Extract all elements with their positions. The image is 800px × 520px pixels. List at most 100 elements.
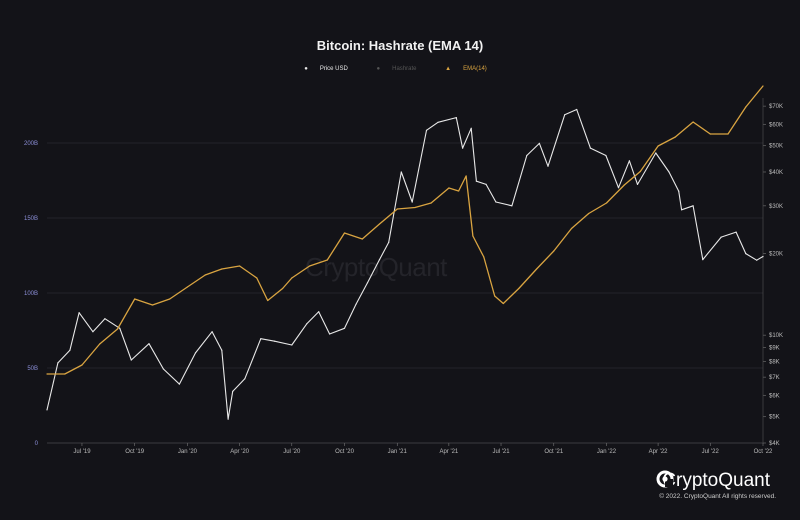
right-tick-label: $40K (769, 170, 783, 176)
price-point (244, 378, 246, 380)
x-tick-label: Jan '21 (388, 449, 408, 455)
price-marker-icon: ● (304, 66, 308, 72)
x-tick-label: Oct '20 (335, 449, 354, 455)
right-tick-label: $10K (769, 333, 783, 339)
price-point (425, 129, 428, 131)
right-tick-label: $20K (769, 252, 783, 258)
ema-point (204, 274, 206, 276)
ema-point (256, 277, 258, 279)
ema-point (378, 223, 381, 225)
ema-point (116, 328, 119, 330)
price-point (756, 259, 758, 261)
price-point (119, 327, 121, 329)
ema-point (396, 208, 398, 210)
ema-point (605, 202, 608, 204)
ema-marker-icon: ▲ (445, 66, 452, 72)
ema-point (623, 184, 625, 186)
price-point (178, 383, 180, 385)
price-point (605, 154, 607, 157)
price-point (617, 187, 620, 189)
x-tick-label: Oct '19 (125, 449, 144, 455)
x-tick-label: Apr '22 (649, 449, 668, 455)
ema-point (151, 304, 154, 306)
ema-point (692, 121, 694, 123)
price-point (475, 180, 477, 182)
ema-point (267, 299, 269, 302)
ema-point (727, 133, 729, 135)
price-point (291, 344, 293, 346)
price-point (655, 152, 657, 154)
price-point (455, 117, 457, 119)
price-point (388, 241, 390, 243)
legend-item-price[interactable]: ● Price USD (304, 66, 357, 72)
price-point (92, 331, 94, 333)
ema-point (169, 298, 171, 300)
price-point (538, 142, 541, 144)
price-point (495, 201, 497, 203)
left-tick-label: 100B (24, 291, 38, 297)
ema-point (99, 343, 101, 345)
ema-point (326, 259, 328, 261)
left-tick-label: 200B (24, 141, 38, 147)
ema-line (47, 85, 764, 375)
ema-point (588, 212, 590, 215)
price-point (104, 318, 106, 320)
price-point (735, 231, 737, 233)
price-point (678, 190, 680, 192)
price-point (162, 368, 164, 370)
legend-item-hashrate[interactable]: ● Hashrate (377, 66, 426, 72)
x-tick-label: Jan '22 (597, 449, 617, 455)
ema-point (709, 133, 711, 135)
ema-point (46, 373, 48, 375)
ema-point (64, 373, 66, 375)
x-tick-label: Apr '21 (439, 449, 458, 455)
price-point (636, 183, 639, 185)
price-point (78, 312, 80, 314)
price-point (194, 352, 197, 354)
price-point (702, 259, 704, 261)
price-line (46, 108, 764, 420)
price-point (329, 333, 331, 335)
right-tick-label: $70K (769, 104, 783, 110)
price-point (355, 303, 357, 305)
price-point (511, 205, 513, 207)
ema-point (414, 206, 416, 209)
ema-point (472, 235, 474, 237)
ema-point (674, 136, 676, 138)
price-point (69, 349, 71, 351)
price-point (343, 327, 346, 329)
price-point (745, 253, 747, 255)
price-point (400, 171, 402, 173)
x-tick-label: Apr '20 (230, 449, 249, 455)
legend-item-ema[interactable]: ▲ EMA(14) (445, 66, 496, 72)
price-point (232, 390, 234, 392)
right-tick-label: $30K (769, 204, 783, 210)
x-axis: Jul '19 Oct '19 Jan '20 Apr '20 Jul '20 Oct '… (47, 442, 773, 455)
x-tick-label: Jul '22 (702, 449, 720, 455)
price-point (57, 362, 59, 364)
right-tick-label: $4K (769, 441, 780, 447)
ema-point (465, 175, 467, 177)
ema-point (502, 302, 504, 305)
price-point (437, 121, 439, 123)
price-point (564, 114, 566, 116)
price-point (668, 171, 670, 173)
ema-point (762, 85, 764, 87)
price-point (148, 343, 150, 345)
brand-name: CryptoQuant (662, 470, 770, 491)
ema-point (282, 287, 284, 290)
x-tick-label: Oct '22 (754, 449, 773, 455)
chart-title: Bitcoin: Hashrate (EMA 14) (316, 38, 484, 53)
legend-label-price: Price USD (319, 66, 348, 72)
ema-point (639, 170, 641, 173)
ema-point (458, 190, 460, 192)
ema-point (134, 298, 136, 300)
left-tick-label: 150B (24, 216, 38, 222)
ema-point (518, 287, 520, 290)
ema-point (494, 295, 496, 297)
price-point (681, 209, 683, 211)
price-point (227, 418, 229, 420)
left-axis: 0 50B 100B 150B 200B (24, 141, 39, 447)
x-tick-label: Jul '19 (73, 449, 91, 455)
